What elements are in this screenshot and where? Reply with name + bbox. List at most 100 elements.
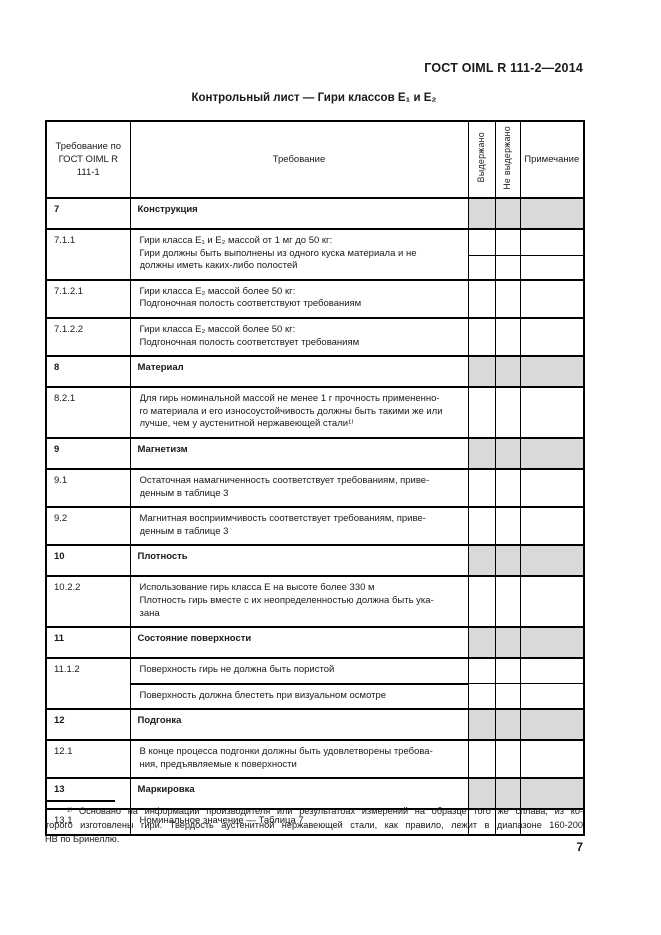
failed-cell — [494, 683, 521, 711]
requirement-line: Номинальное значение — Таблица 7 — [139, 815, 304, 827]
requirement-cell: Остаточная намагниченность соответствует… — [129, 467, 469, 509]
requirement-cell: Гири класса Е₁ и Е₂ массой от 1 мг до 50… — [129, 228, 469, 281]
table-row: 13.1 Номинальное значение — Таблица 7 — [45, 808, 585, 837]
passed-cell — [467, 355, 496, 389]
passed-cell — [467, 708, 496, 742]
requirement-line: Магнитная восприимчивость соответствует … — [139, 513, 426, 525]
passed-cell — [467, 544, 496, 578]
table-header: Требование по ГОСТ OIML R 111-1 Требован… — [45, 120, 585, 199]
footnote-line: ¹⁾ Основано на информации производителя … — [67, 806, 583, 816]
section-number: 8 — [45, 355, 131, 389]
item-number: 7.1.2.2 — [45, 316, 131, 358]
footnote-line: торого изготовлены гири. Твердость аусте… — [45, 819, 583, 830]
note-cell — [519, 228, 585, 257]
note-cell — [519, 683, 585, 711]
note-cell — [519, 278, 585, 319]
section-row: 7 Конструкция — [45, 197, 585, 230]
failed-cell — [494, 777, 521, 811]
failed-cell — [494, 228, 521, 257]
item-number: 7.1.1 — [45, 228, 131, 281]
item-number: 12.1 — [45, 739, 131, 780]
requirement-line: денным в таблице 3 — [139, 487, 229, 499]
note-cell — [519, 739, 585, 780]
failed-cell — [494, 386, 521, 439]
col-header-passed: Выдержано — [467, 120, 496, 199]
section-title: Конструкция — [129, 197, 469, 230]
section-number: 13 — [45, 777, 131, 811]
col-header-requirement: Требование — [129, 120, 469, 199]
table-row: 10.2.2 Использование гирь класса Е на выс… — [45, 575, 585, 629]
failed-cell — [494, 626, 521, 660]
passed-cell — [467, 386, 496, 439]
table-row: 12.1 В конце процесса подгонки должны быт… — [45, 739, 585, 780]
failed-cell — [494, 575, 521, 629]
requirement-cell: Для гирь номинальной массой не менее 1 г… — [129, 386, 469, 439]
requirement-line: денным в таблице 3 — [139, 525, 229, 537]
footnote-rule — [45, 800, 115, 802]
note-cell — [519, 386, 585, 439]
requirement-line: лучше, чем у аустенитной нержавеющей ста… — [139, 418, 354, 430]
requirement-cell: Использование гирь класса Е на высоте бо… — [129, 575, 469, 629]
section-title: Материал — [129, 355, 469, 389]
failed-cell — [494, 808, 521, 837]
failed-cell — [494, 544, 521, 578]
note-cell — [519, 255, 585, 281]
table-subrow — [46, 255, 585, 281]
section-title: Маркировка — [129, 777, 469, 811]
section-number: 12 — [45, 708, 131, 742]
passed-cell — [467, 255, 496, 281]
section-title: Состояние поверхности — [129, 626, 469, 660]
passed-cell — [467, 278, 496, 319]
requirement-line: Для гирь номинальной массой не менее 1 г… — [139, 393, 440, 405]
failed-cell — [494, 739, 521, 780]
requirement-cell: Поверхность должна блестеть при визуальн… — [129, 683, 469, 710]
requirement-line: Подгоночная полость соответствуют требов… — [139, 298, 362, 310]
section-number: 9 — [45, 436, 131, 470]
requirement-line: Плотность гирь вместе с их неопределенно… — [139, 594, 434, 606]
note-cell — [519, 544, 585, 578]
section-title: Магнетизм — [129, 436, 469, 470]
table-header-row: Требование по ГОСТ OIML R 111-1 Требован… — [45, 120, 585, 199]
item-number: 9.1 — [45, 467, 131, 509]
section-row: 11 Состояние поверхности — [45, 626, 585, 660]
note-cell — [519, 708, 585, 742]
requirement-line: Гири класса Е₁ и Е₂ массой от 1 мг до 50… — [139, 235, 333, 246]
requirement-line: ния, предъявляемые к поверхности — [139, 758, 297, 770]
note-cell — [519, 808, 585, 837]
table-row: 11.1.2 Поверхность гирь не должна быть по… — [45, 657, 585, 711]
passed-cell — [467, 739, 496, 780]
footnote-line: НВ по Бринеллю. — [45, 833, 120, 844]
failed-cell — [494, 436, 521, 470]
section-number: 11 — [45, 626, 131, 660]
passed-cell — [467, 777, 496, 811]
note-cell — [519, 657, 585, 685]
page-title: Контрольный лист — Гири классов Е₁ и Е₂ — [191, 92, 437, 104]
section-title: Подгонка — [129, 708, 469, 742]
requirement-line: го материала и его износоустойчивость до… — [139, 405, 443, 417]
document-code: ГОСТ OIML R 111-2—2014 — [424, 61, 583, 75]
note-cell — [519, 355, 585, 389]
section-row: 13 Маркировка — [45, 777, 585, 811]
failed-cell — [494, 278, 521, 319]
col-header-note: Примечание — [519, 120, 585, 199]
passed-cell — [467, 228, 496, 257]
section-title: Плотность — [129, 544, 469, 578]
failed-cell — [494, 316, 521, 358]
item-number: 9.2 — [45, 506, 131, 547]
requirement-line: Гири класса Е₂ массой более 50 кг: — [139, 323, 296, 335]
item-number: 11.1.2 — [45, 657, 131, 711]
requirement-line: Остаточная намагниченность соответствует… — [139, 474, 430, 486]
section-row: 8 Материал — [45, 355, 585, 389]
requirement-line: Гири класса Е₂ массой более 50 кг: — [139, 285, 296, 297]
col-header-failed: Не выдержано — [494, 120, 521, 199]
requirement-cell: Поверхность гирь не должна быть пористой — [129, 657, 469, 685]
section-row: 12 Подгонка — [45, 708, 585, 742]
requirement-line: Гири должны быть выполнены из одного кус… — [139, 247, 417, 259]
passed-cell — [467, 657, 496, 685]
passed-cell — [467, 316, 496, 358]
item-number: 13.1 — [45, 808, 131, 837]
section-row: 9 Магнетизм — [45, 436, 585, 470]
table-row: 8.2.1 Для гирь номинальной массой не мене… — [45, 386, 585, 439]
requirement-line: Поверхность должна блестеть при визуальн… — [139, 689, 387, 701]
note-cell — [519, 777, 585, 811]
